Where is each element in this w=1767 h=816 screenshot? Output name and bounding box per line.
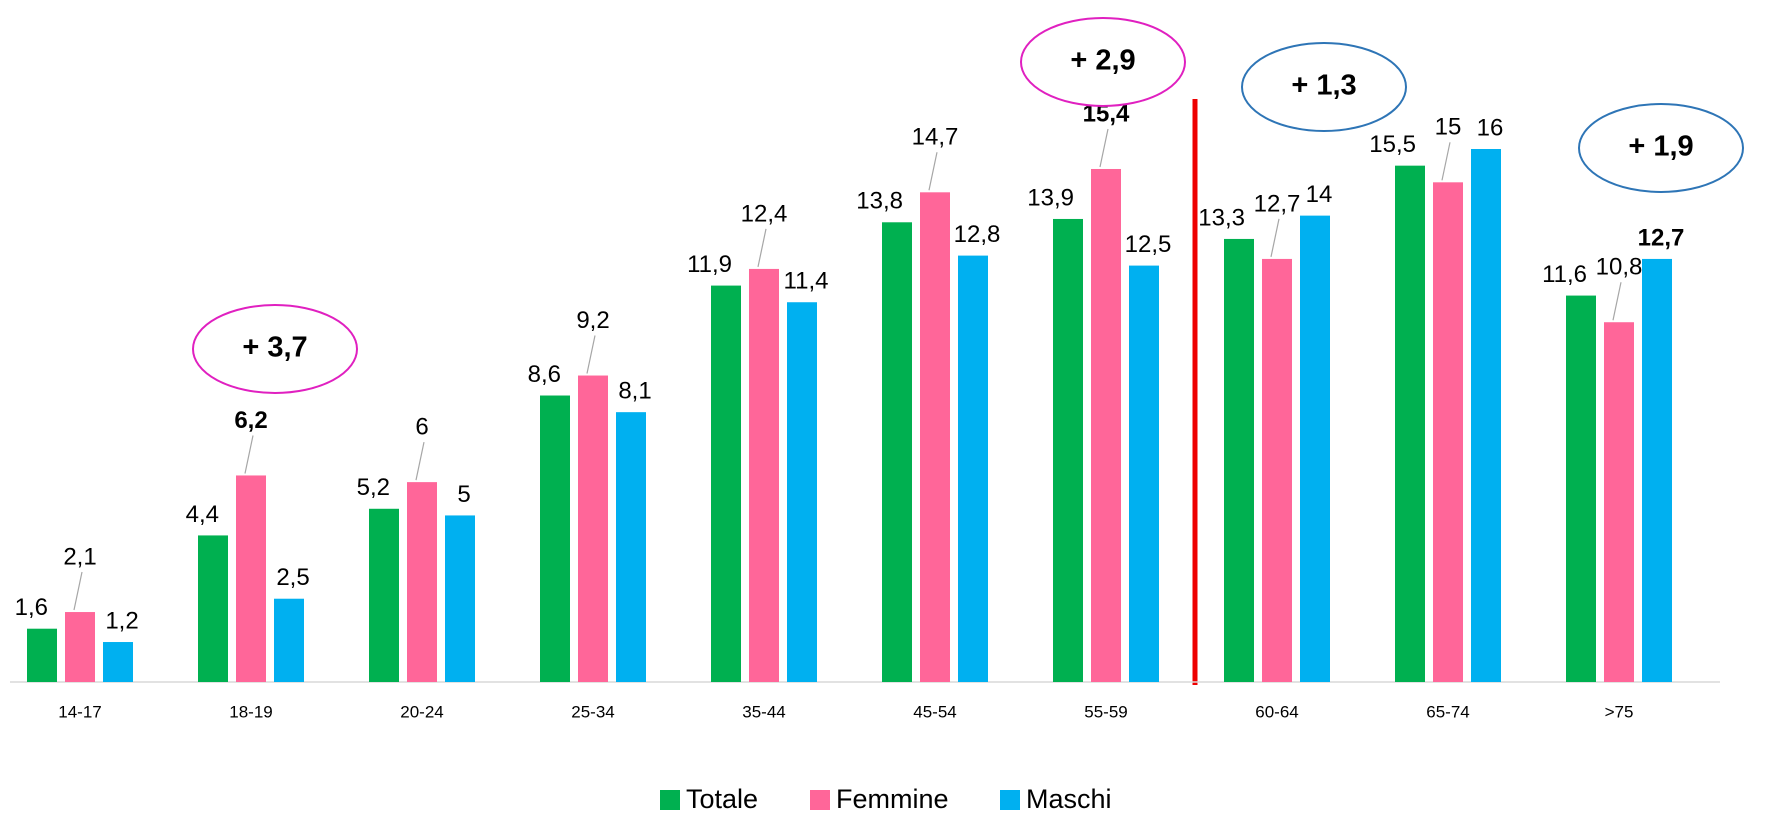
annotation-ellipse — [192, 304, 358, 394]
data-label: 5,2 — [357, 474, 390, 501]
data-label: 13,3 — [1198, 204, 1245, 231]
legend-label: Totale — [686, 784, 758, 814]
data-label: 13,8 — [856, 188, 903, 215]
data-label: 8,1 — [618, 378, 651, 405]
leader-line — [73, 571, 83, 611]
bar — [1091, 168, 1121, 683]
annotation: + 2,9 — [1070, 45, 1135, 77]
bar — [787, 302, 817, 682]
x-tick-label: 55-59 — [1084, 702, 1127, 721]
bar — [711, 285, 741, 682]
annotation: + 1,9 — [1628, 131, 1693, 163]
bar — [445, 515, 475, 682]
data-label: 11,6 — [1542, 261, 1587, 288]
bar — [1642, 258, 1672, 682]
annotation-ellipse — [1241, 42, 1407, 132]
bar — [1129, 265, 1159, 682]
annotation: + 1,3 — [1291, 70, 1356, 102]
bar — [1433, 182, 1463, 682]
bar — [198, 535, 228, 682]
data-label: 2,5 — [276, 564, 309, 591]
legend-swatch — [1000, 790, 1020, 810]
bar — [103, 642, 133, 682]
data-label: 10,8 — [1596, 254, 1643, 281]
leader-line — [1099, 128, 1109, 168]
bar — [274, 598, 304, 682]
leader-line — [415, 442, 425, 481]
legend-label: Femmine — [836, 784, 949, 814]
leader-line — [1270, 218, 1280, 258]
x-tick-label: 25-34 — [571, 702, 614, 721]
data-label: 5 — [457, 481, 470, 508]
leader-line — [244, 435, 254, 474]
annotation-ellipse — [1578, 103, 1744, 193]
bar — [236, 475, 266, 682]
bar — [920, 192, 950, 682]
data-label: 16 — [1477, 114, 1504, 141]
legend-label: Maschi — [1026, 784, 1112, 814]
data-label: 6,2 — [234, 407, 267, 434]
x-tick-label: 35-44 — [742, 702, 785, 721]
leader-line — [1441, 142, 1451, 181]
data-label: 12,5 — [1125, 231, 1172, 258]
bar — [407, 482, 437, 682]
data-label: 12,8 — [954, 221, 1001, 248]
bar — [1471, 149, 1501, 682]
bar — [578, 375, 608, 682]
x-tick-label: 45-54 — [913, 702, 956, 721]
bar — [1053, 218, 1083, 683]
data-label: 11,4 — [784, 268, 829, 295]
data-label: 8,6 — [528, 361, 561, 388]
bar — [1395, 165, 1425, 682]
data-label: 15,5 — [1369, 131, 1416, 158]
x-tick-label: 65-74 — [1426, 702, 1469, 721]
data-label: 14 — [1306, 181, 1333, 208]
data-label: 9,2 — [576, 307, 609, 334]
annotation-ellipse — [1020, 17, 1186, 107]
bar — [369, 508, 399, 682]
data-label: 12,4 — [741, 200, 788, 227]
bar — [616, 412, 646, 682]
bar — [65, 612, 95, 682]
leader-line — [757, 228, 767, 268]
x-tick-label: 14-17 — [58, 702, 101, 721]
bar — [958, 255, 988, 682]
data-label: 6 — [415, 413, 428, 440]
data-label: 11,9 — [687, 251, 732, 278]
data-label: 1,2 — [105, 607, 138, 634]
data-label: 4,4 — [186, 501, 219, 528]
data-label: 15 — [1435, 114, 1462, 141]
x-tick-label: 18-19 — [229, 702, 272, 721]
data-label: 13,9 — [1027, 184, 1074, 211]
data-label: 12,7 — [1638, 224, 1685, 251]
annotation: + 3,7 — [242, 332, 307, 364]
bar — [1224, 238, 1254, 682]
bar — [1262, 258, 1292, 682]
bar — [1604, 322, 1634, 682]
data-label: 12,7 — [1254, 190, 1301, 217]
legend-swatch — [660, 790, 680, 810]
leader-line — [928, 152, 938, 191]
x-tick-label: >75 — [1605, 702, 1634, 721]
bar — [1566, 295, 1596, 682]
bar — [1300, 215, 1330, 682]
bar — [882, 222, 912, 682]
x-tick-label: 60-64 — [1255, 702, 1298, 721]
x-tick-label: 20-24 — [400, 702, 443, 721]
data-label: 2,1 — [63, 543, 96, 570]
bar — [749, 268, 779, 682]
data-label: 1,6 — [15, 594, 48, 621]
bar — [27, 628, 57, 682]
legend-swatch — [810, 790, 830, 810]
leader-line — [586, 335, 596, 374]
data-label: 14,7 — [912, 124, 959, 151]
leader-line — [1612, 282, 1622, 321]
bar — [540, 395, 570, 682]
